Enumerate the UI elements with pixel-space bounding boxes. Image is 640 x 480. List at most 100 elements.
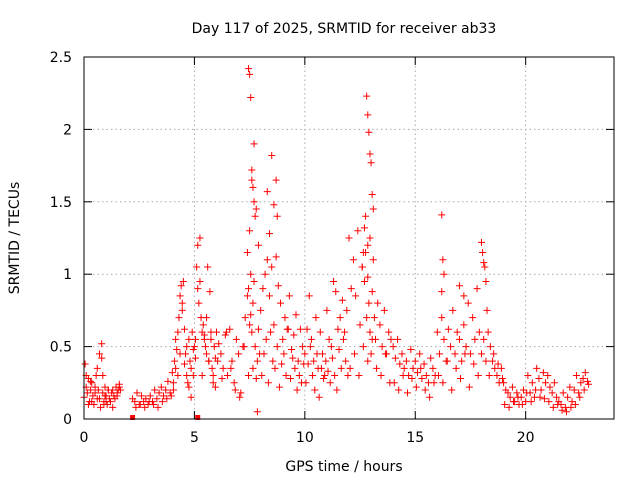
data-point [571, 401, 579, 409]
data-point [174, 328, 182, 336]
data-point [94, 386, 102, 394]
data-point [396, 360, 404, 368]
data-point [508, 383, 516, 391]
data-point [585, 380, 593, 388]
data-point [337, 364, 345, 372]
data-point [572, 372, 580, 380]
data-point [270, 321, 278, 329]
data-point [266, 230, 273, 238]
data-point [359, 248, 367, 256]
data-point [227, 364, 235, 372]
data-point [231, 386, 239, 394]
data-point [294, 357, 302, 365]
data-point [83, 389, 91, 397]
data-point [380, 306, 388, 314]
data-point [250, 198, 258, 206]
data-point [221, 331, 229, 339]
data-point [88, 398, 96, 406]
data-point [115, 383, 123, 391]
data-point [146, 392, 154, 400]
data-point [373, 364, 381, 372]
data-point [304, 360, 312, 368]
data-point [142, 395, 150, 403]
data-point [215, 340, 223, 348]
data-point [248, 176, 256, 184]
data-point [483, 306, 491, 314]
data-point [307, 335, 315, 343]
data-point [360, 224, 368, 232]
data-point [378, 343, 386, 351]
data-point [174, 372, 182, 380]
data-point [224, 372, 232, 380]
data-point [262, 335, 270, 343]
data-point [214, 357, 222, 365]
data-point [349, 256, 357, 264]
data-point [87, 386, 95, 394]
data-point [305, 292, 313, 300]
data-point [540, 395, 548, 403]
data-point [102, 398, 110, 406]
data-point [192, 335, 200, 343]
data-point [217, 350, 225, 358]
data-point [168, 369, 176, 377]
data-point [497, 364, 505, 372]
data-point [203, 350, 211, 358]
data-point [306, 343, 314, 351]
data-point [539, 369, 547, 377]
data-point [145, 398, 153, 406]
data-point [326, 379, 334, 387]
data-point [162, 386, 170, 394]
data-point [250, 277, 258, 285]
data-point [178, 306, 186, 314]
data-point [218, 374, 226, 382]
data-point [438, 211, 446, 219]
data-point [268, 151, 276, 159]
data-point [113, 392, 121, 400]
data-point [581, 369, 589, 377]
data-point [358, 263, 366, 271]
data-point [330, 277, 338, 285]
data-point [564, 393, 572, 401]
data-point [91, 383, 99, 391]
data-point [323, 306, 331, 314]
data-point [193, 263, 201, 271]
data-point [498, 374, 506, 382]
x-tick-label: 10 [296, 430, 314, 446]
data-point [269, 357, 277, 365]
data-point [228, 357, 236, 365]
data-point [204, 263, 212, 271]
data-point [211, 383, 219, 391]
data-point [533, 364, 541, 372]
data-point [230, 379, 238, 387]
data-point [131, 398, 139, 406]
data-point [175, 314, 183, 322]
data-point [457, 374, 465, 382]
data-point [439, 256, 447, 264]
data-point [528, 379, 536, 387]
data-point [196, 234, 204, 242]
data-point [299, 343, 307, 351]
data-point [160, 392, 167, 400]
data-point [132, 403, 140, 411]
data-point [449, 306, 457, 314]
data-point [98, 340, 106, 348]
data-point [272, 253, 280, 261]
data-point [195, 299, 203, 307]
x-tick-label: 20 [517, 430, 535, 446]
data-point [513, 389, 521, 397]
data-point [376, 321, 384, 329]
data-point [444, 325, 452, 333]
data-point [334, 325, 342, 333]
data-point [360, 277, 368, 285]
data-point [251, 212, 259, 220]
data-point [545, 398, 553, 406]
data-point [141, 403, 149, 411]
data-point [236, 393, 244, 401]
data-point [88, 379, 96, 387]
data-point [527, 398, 535, 406]
data-point [177, 282, 185, 290]
data-point [95, 350, 103, 358]
data-point [322, 357, 330, 365]
data-point [461, 350, 469, 358]
data-point [390, 379, 398, 387]
